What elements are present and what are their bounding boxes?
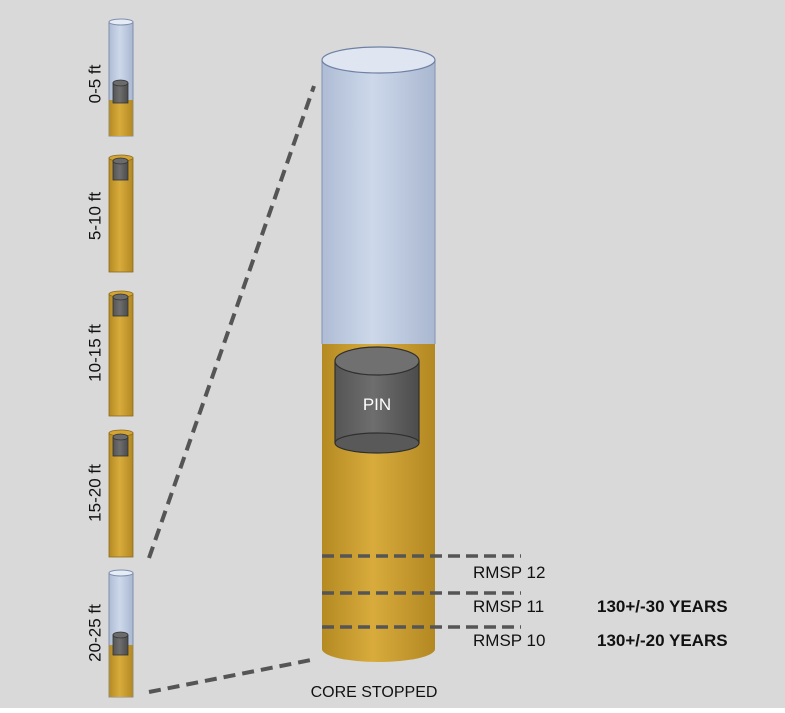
zoom-line-top	[147, 85, 316, 559]
segment-label-0-5ft: 0-5 ft	[85, 64, 104, 103]
segment-0-5ft	[108, 18, 134, 137]
layer-label-rmsp12: RMSP 12	[473, 563, 545, 582]
segment-10-15ft	[108, 290, 134, 417]
segment-5-10ft	[108, 154, 134, 273]
segment-label-5-10ft: 5-10 ft	[85, 192, 104, 240]
age-label-rmsp10: 130+/-20 YEARS	[597, 631, 728, 650]
segment-label-20-25ft: 20-25 ft	[85, 604, 104, 662]
segment-label-15-20ft: 15-20 ft	[85, 464, 104, 522]
pin-label: PIN	[363, 395, 391, 414]
layer-label-rmsp11: RMSP 11	[473, 597, 544, 616]
segment-label-10-15ft: 10-15 ft	[85, 324, 104, 382]
core-stopped-label: CORE STOPPED	[311, 684, 438, 701]
segment-20-25ft	[108, 569, 134, 698]
zoom-line-bottom	[148, 658, 312, 694]
age-label-rmsp11: 130+/-30 YEARS	[597, 597, 728, 616]
segment-15-20ft	[108, 429, 134, 558]
pin-marker	[334, 346, 420, 454]
layer-label-rmsp10: RMSP 10	[473, 631, 545, 650]
